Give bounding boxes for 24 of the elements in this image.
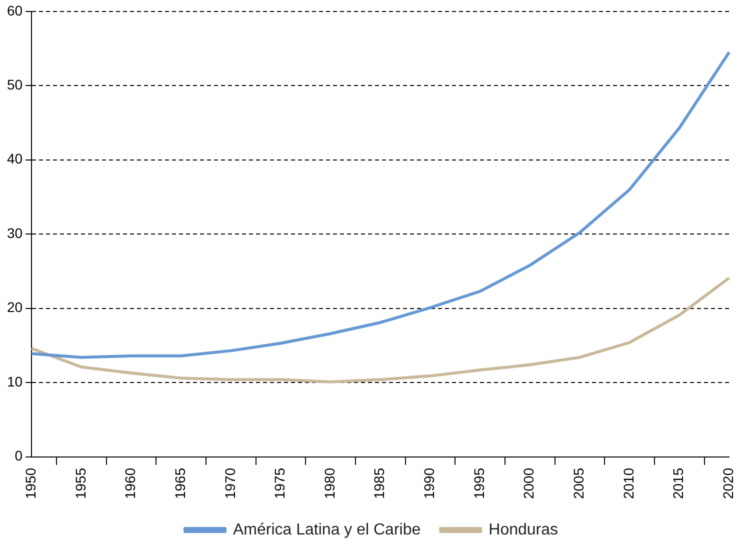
y-tick-label: 50 (6, 76, 23, 92)
x-tick-label: 2005 (570, 468, 587, 500)
x-tick-label: 1955 (72, 468, 88, 500)
y-tick-label: 60 (6, 2, 23, 18)
x-tick-label: 1970 (222, 468, 238, 500)
y-tick-label: 30 (6, 224, 23, 241)
y-tick-label: 10 (6, 373, 23, 390)
y-tick-label: 20 (6, 299, 23, 316)
x-tick-label: 2020 (720, 468, 736, 500)
x-tick-label: 2000 (520, 468, 537, 500)
y-tick-label: 40 (6, 150, 23, 167)
x-tick-label: 1950 (22, 468, 38, 500)
x-tick-label: 1995 (470, 468, 487, 500)
x-tick-label: 1975 (272, 468, 288, 500)
x-tick-label: 1990 (421, 468, 438, 500)
x-tick-label: 1960 (122, 468, 138, 500)
x-tick-label: 2010 (620, 468, 636, 500)
x-tick-label: 1985 (371, 468, 388, 500)
y-tick-label: 0 (14, 448, 23, 464)
legend-label: Honduras (488, 521, 558, 538)
x-tick-label: 1965 (172, 468, 188, 500)
x-tick-label: 1980 (321, 468, 338, 500)
legend-label: América Latina y el Caribe (232, 521, 421, 538)
x-tick-label: 2015 (670, 468, 686, 500)
